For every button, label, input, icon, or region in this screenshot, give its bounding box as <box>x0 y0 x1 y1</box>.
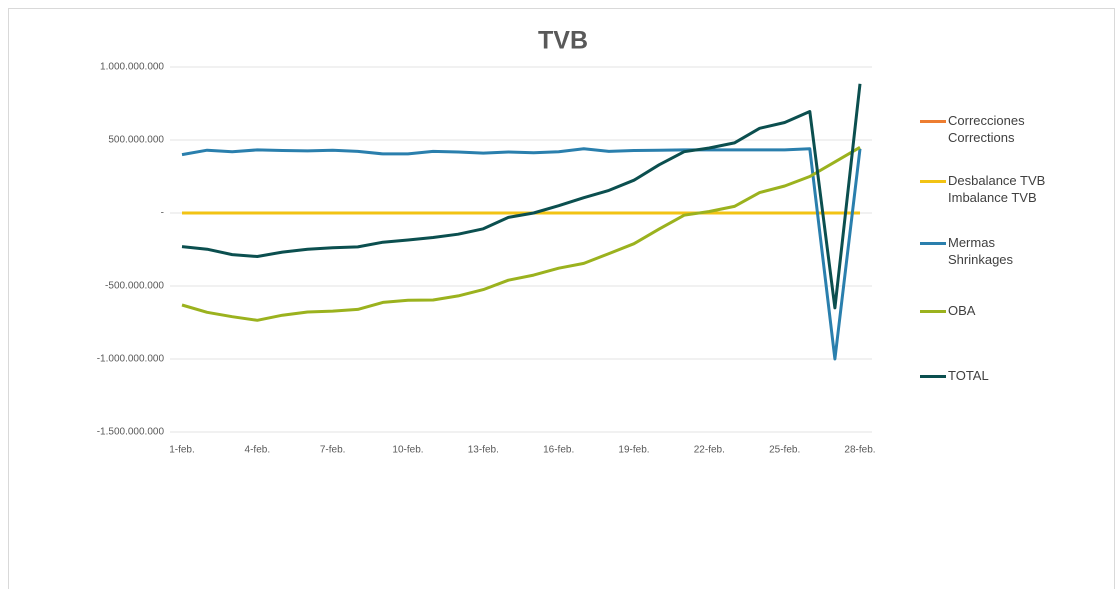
y-tick-label: -500.000.000 <box>105 281 164 292</box>
frame <box>8 8 1115 589</box>
legend-entry: Desbalance TVB Imbalance TVB <box>918 172 1068 206</box>
x-tick-label: 19-feb. <box>618 445 649 456</box>
x-tick-label: 13-feb. <box>468 445 499 456</box>
x-tick-label: 7-feb. <box>320 445 346 456</box>
legend-swatch <box>920 242 946 245</box>
y-tick-label: 500.000.000 <box>108 135 164 146</box>
series-line <box>181 146 861 322</box>
series-line <box>181 147 862 361</box>
y-tick-label: 1.000.000.000 <box>100 62 164 73</box>
x-tick-label: 1-feb. <box>169 445 195 456</box>
legend-entry: Mermas Shrinkages <box>918 234 1068 268</box>
legend-entry: Correcciones Corrections <box>918 112 1068 146</box>
x-tick-label: 4-feb. <box>245 445 271 456</box>
y-tick-label: -1.000.000.000 <box>97 354 165 365</box>
chart-title: TVB <box>538 27 588 55</box>
legend-swatch <box>920 180 946 183</box>
legend-label: Correcciones Corrections <box>948 113 1025 145</box>
x-tick-label: 10-feb. <box>392 445 423 456</box>
y-tick-label: -1.500.000.000 <box>97 427 165 438</box>
x-tick-label: 16-feb. <box>543 445 574 456</box>
legend-label: Mermas Shrinkages <box>948 235 1014 267</box>
legend-swatch <box>920 375 946 378</box>
y-tick-label: - <box>161 208 164 219</box>
legend-label: OBA <box>948 303 976 318</box>
legend-swatch <box>920 120 946 123</box>
legend-entry: OBA <box>918 302 1068 319</box>
legend-label: Desbalance TVB Imbalance TVB <box>948 173 1046 205</box>
x-tick-label: 22-feb. <box>694 445 725 456</box>
legend-swatch <box>920 310 946 313</box>
legend-entry: TOTAL <box>918 367 1068 384</box>
x-tick-label: 25-feb. <box>769 445 800 456</box>
x-tick-label: 28-feb. <box>844 445 875 456</box>
series-line <box>181 83 862 310</box>
legend-label: TOTAL <box>948 368 989 383</box>
